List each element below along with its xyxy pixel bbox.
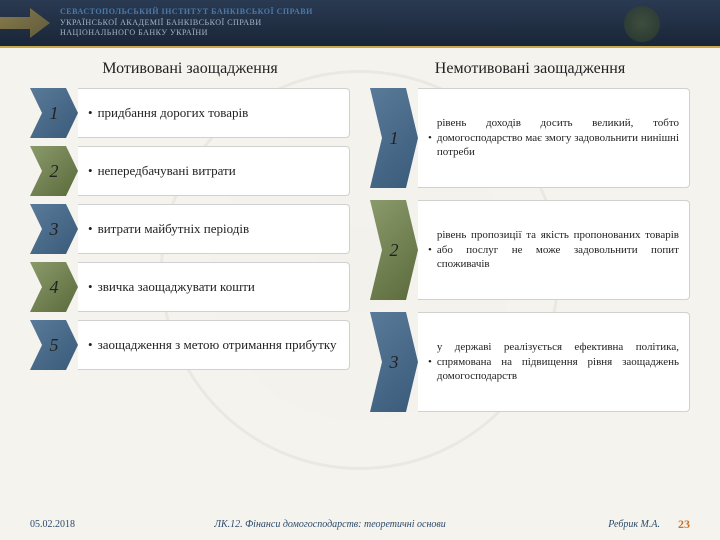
list-item: 1 • придбання дорогих товарів xyxy=(30,88,350,138)
item-number: 5 xyxy=(50,335,59,356)
footer-lecture: ЛК.12. Фінанси домогосподарств: теоретич… xyxy=(120,519,540,530)
item-text: • витрати майбутніх періодів xyxy=(78,204,350,254)
item-label: звичка заощаджувати кошти xyxy=(98,278,255,296)
item-text: • рівень доходів досить великий, тобто до… xyxy=(418,88,690,188)
item-label: витрати майбутніх періодів xyxy=(98,220,250,238)
item-text: • у державі реалізується ефективна політи… xyxy=(418,312,690,412)
content-area: Мотивовані заощадження 1 • придбання дорог… xyxy=(0,48,720,424)
right-column: Немотивовані заощадження 1 • рівень доході… xyxy=(370,60,690,424)
left-column: Мотивовані заощадження 1 • придбання дорог… xyxy=(30,60,350,424)
item-number: 2 xyxy=(390,240,399,261)
item-number-badge: 3 xyxy=(30,204,78,254)
item-text: • непередбачувані витрати xyxy=(78,146,350,196)
item-text: • придбання дорогих товарів xyxy=(78,88,350,138)
item-text: • рівень пропозиції та якість пропоновани… xyxy=(418,200,690,300)
list-item: 3 • у державі реалізується ефективна політ… xyxy=(370,312,690,412)
header-institute: СЕВАСТОПОЛЬСЬКИЙ ІНСТИТУТ БАНКІВСЬКОЇ СП… xyxy=(60,7,313,17)
columns: Мотивовані заощадження 1 • придбання дорог… xyxy=(30,60,690,424)
item-label: непередбачувані витрати xyxy=(98,162,236,180)
header-decoration xyxy=(0,8,50,38)
bullet-icon: • xyxy=(428,355,432,370)
header-text: СЕВАСТОПОЛЬСЬКИЙ ІНСТИТУТ БАНКІВСЬКОЇ СП… xyxy=(60,7,313,38)
list-item: 5 • заощадження з метою отримання прибутку xyxy=(30,320,350,370)
bullet-icon: • xyxy=(88,278,93,296)
bullet-icon: • xyxy=(88,220,93,238)
list-item: 2 • рівень пропозиції та якість пропонован… xyxy=(370,200,690,300)
item-number-badge: 2 xyxy=(370,200,418,300)
item-number: 1 xyxy=(50,103,59,124)
item-number-badge: 5 xyxy=(30,320,78,370)
item-number: 4 xyxy=(50,277,59,298)
header-logo-icon xyxy=(624,6,660,42)
item-label: у державі реалізується ефективна політик… xyxy=(437,340,679,385)
bullet-icon: • xyxy=(88,104,93,122)
list-item: 1 • рівень доходів досить великий, тобто д… xyxy=(370,88,690,188)
item-number-badge: 2 xyxy=(30,146,78,196)
bullet-icon: • xyxy=(428,131,432,146)
item-label: придбання дорогих товарів xyxy=(98,104,249,122)
item-text: • звичка заощаджувати кошти xyxy=(78,262,350,312)
list-item: 4 • звичка заощаджувати кошти xyxy=(30,262,350,312)
footer: 05.02.2018 ЛК.12. Фінанси домогосподарст… xyxy=(0,517,720,532)
footer-author: Ребрик М.А. xyxy=(540,519,660,530)
item-number: 3 xyxy=(50,219,59,240)
item-number-badge: 1 xyxy=(370,88,418,188)
list-item: 3 • витрати майбутніх періодів xyxy=(30,204,350,254)
footer-page-number: 23 xyxy=(660,517,690,532)
item-number: 1 xyxy=(390,128,399,149)
item-number-badge: 1 xyxy=(30,88,78,138)
item-number: 3 xyxy=(390,352,399,373)
item-number-badge: 3 xyxy=(370,312,418,412)
header-bank: Національного банку України xyxy=(60,28,313,38)
header-academy: Української академії банківської справи xyxy=(60,18,313,28)
footer-date: 05.02.2018 xyxy=(30,519,120,530)
item-label: рівень пропозиції та якість пропонованих… xyxy=(437,228,679,273)
item-text: • заощадження з метою отримання прибутку xyxy=(78,320,350,370)
item-number-badge: 4 xyxy=(30,262,78,312)
bullet-icon: • xyxy=(428,243,432,258)
item-label: заощадження з метою отримання прибутку xyxy=(98,336,337,354)
item-label: рівень доходів досить великий, тобто дом… xyxy=(437,116,679,161)
right-title: Немотивовані заощадження xyxy=(370,60,690,78)
item-number: 2 xyxy=(50,161,59,182)
list-item: 2 • непередбачувані витрати xyxy=(30,146,350,196)
left-title: Мотивовані заощадження xyxy=(30,60,350,78)
bullet-icon: • xyxy=(88,162,93,180)
header-bar: СЕВАСТОПОЛЬСЬКИЙ ІНСТИТУТ БАНКІВСЬКОЇ СП… xyxy=(0,0,720,48)
bullet-icon: • xyxy=(88,336,93,354)
